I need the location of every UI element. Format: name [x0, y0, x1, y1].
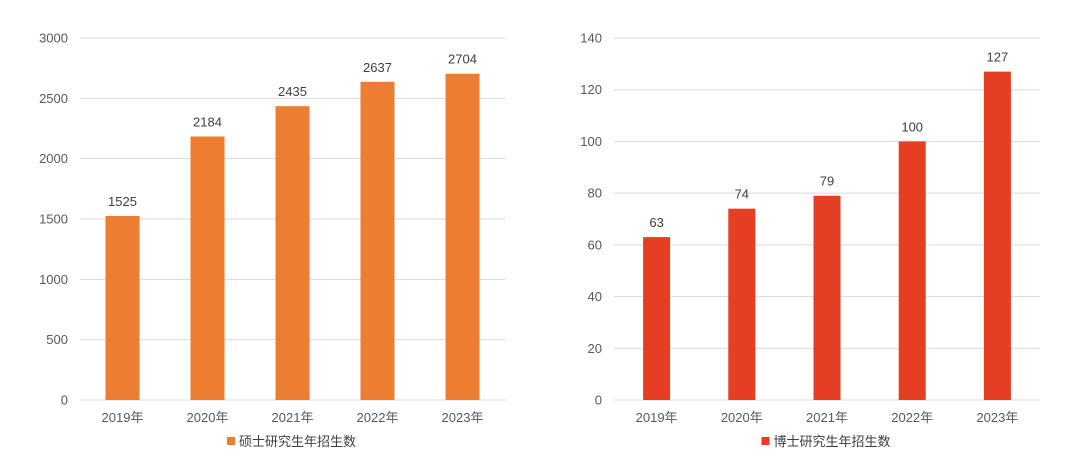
x-tick-label: 2022年	[891, 410, 933, 425]
data-label: 63	[649, 215, 663, 230]
chart-1: 0 500 1000 1500 2000 2500 3000 1525 2019年 2184 202…	[39, 31, 505, 449]
y-tick-label: 40	[588, 289, 602, 304]
data-label: 79	[820, 174, 834, 189]
data-label: 74	[735, 187, 749, 202]
legend-swatch	[761, 437, 770, 445]
data-label: 100	[901, 119, 923, 134]
y-tick-label: 1000	[39, 272, 68, 287]
x-tick-label: 2020年	[721, 410, 763, 425]
x-tick-label: 2022年	[357, 410, 399, 425]
chart-2: 0 20 40 60 80 100 120 140 63 2019年 74 2020年 79 2021年 1…	[580, 31, 1040, 449]
x-tick-label: 2021年	[272, 410, 314, 425]
y-tick-label: 0	[61, 393, 68, 408]
y-tick-label: 60	[588, 237, 602, 252]
data-label: 2704	[448, 52, 477, 67]
bar	[898, 141, 926, 400]
y-tick-label: 140	[580, 31, 602, 46]
bar	[445, 73, 480, 400]
bar	[105, 215, 140, 400]
x-tick-label: 2023年	[442, 410, 484, 425]
y-tick-label: 1500	[39, 212, 68, 227]
data-label: 2435	[278, 84, 307, 99]
y-tick-label: 80	[588, 186, 602, 201]
legend-label: 硕士研究生年招生数	[239, 434, 356, 449]
data-label: 2637	[363, 60, 392, 75]
bar	[275, 106, 310, 400]
x-tick-label: 2019年	[636, 410, 678, 425]
legend: 硕士研究生年招生数	[227, 434, 356, 449]
y-tick-label: 120	[580, 82, 602, 97]
y-tick-label: 2000	[39, 151, 68, 166]
y-tick-label: 2500	[39, 91, 68, 106]
legend: 博士研究生年招生数	[761, 434, 891, 449]
data-label: 127	[987, 50, 1009, 65]
bar	[813, 195, 841, 400]
bar	[360, 81, 395, 400]
y-tick-label: 3000	[39, 31, 68, 46]
x-tick-label: 2023年	[976, 410, 1018, 425]
bar	[728, 208, 756, 400]
x-tick-label: 2019年	[102, 410, 144, 425]
legend-swatch	[227, 437, 235, 445]
data-label: 1525	[108, 194, 137, 209]
y-tick-label: 500	[46, 332, 68, 347]
legend-label: 博士研究生年招生数	[774, 434, 891, 449]
y-tick-label: 20	[588, 341, 602, 356]
x-tick-label: 2021年	[806, 410, 848, 425]
x-tick-label: 2020年	[187, 410, 229, 425]
bar	[983, 71, 1011, 400]
bar	[190, 136, 225, 401]
data-label: 2184	[193, 114, 222, 129]
bar	[643, 237, 671, 400]
y-tick-label: 100	[580, 134, 602, 149]
y-tick-label: 0	[595, 393, 602, 408]
